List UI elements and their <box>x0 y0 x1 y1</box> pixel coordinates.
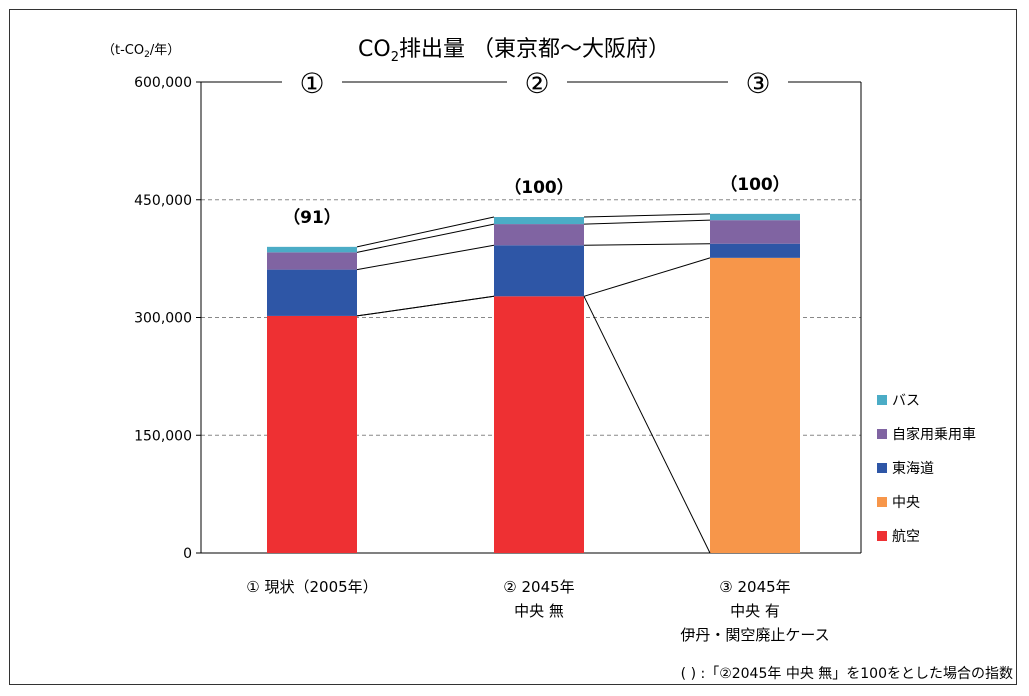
co2-emissions-chart: 0 150,000 300,000 450,000 600,000 （91） （100） （1… <box>102 37 1013 682</box>
index-label: （100） <box>720 174 790 195</box>
legend-label: 中央 <box>892 495 920 511</box>
x-category-label: ② 2045年 <box>503 578 574 596</box>
connector-line <box>583 243 711 246</box>
y-tick-label: 150,000 <box>134 428 192 444</box>
column-marker: ① <box>299 67 324 100</box>
x-category-label: 中央 無 <box>514 602 564 620</box>
bar-segment <box>710 213 800 221</box>
x-category-label: 伊丹・関空廃止ケース <box>680 626 829 644</box>
bar-segment <box>710 257 800 553</box>
bar-segment <box>494 217 584 225</box>
chart-frame: 0 150,000 300,000 450,000 600,000 （91） （100） （1… <box>9 9 1017 685</box>
bar-segment <box>494 224 584 246</box>
y-unit-label: （t-CO2/年） <box>102 43 180 60</box>
bar-segment <box>267 315 357 553</box>
y-tick-label: 450,000 <box>134 193 192 209</box>
legend-label: バス <box>892 393 920 409</box>
column-marker: ② <box>524 67 549 100</box>
bar-segment <box>267 252 357 270</box>
bar-segment <box>267 269 357 316</box>
connector-line <box>583 219 711 225</box>
legend-swatch <box>877 497 887 507</box>
y-tick-label: 600,000 <box>134 75 192 91</box>
legend-label: 自家用乗用車 <box>892 426 976 443</box>
x-category-label: ① 現状（2005年） <box>246 578 377 596</box>
legend-swatch <box>877 395 887 405</box>
bar-segment <box>710 220 800 244</box>
x-category-label: 中央 有 <box>730 602 780 620</box>
connector-line <box>356 295 495 317</box>
column-marker: ③ <box>745 67 770 100</box>
connector-line <box>583 257 711 297</box>
index-label: （91） <box>283 207 341 228</box>
bar-segment <box>494 245 584 297</box>
legend-swatch <box>877 429 887 439</box>
connector-line <box>356 216 495 248</box>
bar-segment <box>710 243 800 258</box>
y-tick-label: 0 <box>183 546 192 562</box>
bar-segment <box>267 246 357 253</box>
chart-title: CO2排出量 （東京都～大阪府） <box>358 37 670 65</box>
y-tick-label: 300,000 <box>134 311 192 327</box>
legend-label: 航空 <box>892 529 920 545</box>
connector-line <box>356 223 495 253</box>
bar-segment <box>494 296 584 553</box>
index-label: （100） <box>504 177 574 198</box>
connector-line <box>583 296 711 554</box>
footnote: ( ) :「②2045年 中央 無」を100をとした場合の指数 <box>681 666 1013 682</box>
connector-line <box>356 244 495 271</box>
legend-label: 東海道 <box>892 461 934 477</box>
connector-line <box>583 213 711 218</box>
legend-swatch <box>877 531 887 541</box>
legend-swatch <box>877 463 887 473</box>
x-category-label: ③ 2045年 <box>719 578 790 596</box>
